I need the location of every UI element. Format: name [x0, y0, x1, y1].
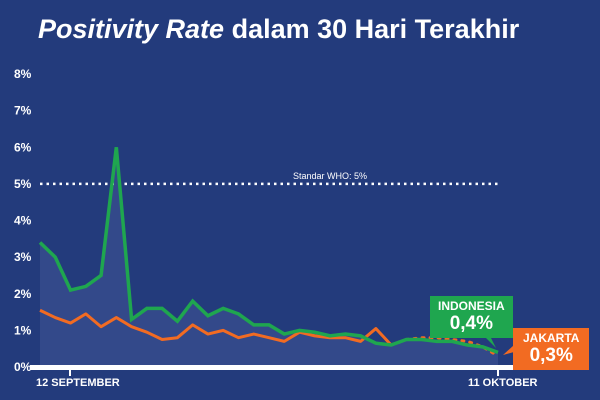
- x-tick-start: [69, 367, 71, 376]
- jakarta-line: [39, 308, 393, 347]
- who-reference-label: Standar WHO: 5%: [293, 171, 367, 181]
- y-tick-label: 3%: [14, 250, 32, 264]
- title-rest: dalam 30 Hari Terakhir: [231, 14, 520, 44]
- x-axis: [30, 365, 536, 370]
- y-tick-label: 6%: [14, 140, 32, 154]
- y-tick-label: 1%: [14, 323, 32, 337]
- y-tick-label: 4%: [14, 214, 32, 228]
- x-label-start: 12 SEPTEMBER: [36, 377, 120, 389]
- jakarta-value: 0,3%: [529, 345, 573, 366]
- y-tick-label: 7%: [14, 104, 32, 118]
- chart-title: Positivity Rate dalam 30 Hari Terakhir: [38, 14, 519, 45]
- indonesia-value: 0,4%: [449, 313, 493, 334]
- title-italic: Positivity Rate: [38, 14, 225, 44]
- y-tick-label: 5%: [14, 177, 32, 191]
- indonesia-line: [38, 147, 499, 354]
- indonesia-callout: INDONESIA 0,4%: [430, 296, 513, 338]
- x-tick-end: [497, 367, 499, 376]
- y-tick-label: 2%: [14, 287, 32, 301]
- jakarta-callout-tail: [503, 345, 514, 355]
- area-fill: [40, 147, 498, 367]
- jakarta-label: JAKARTA: [523, 331, 580, 345]
- jakarta-callout: JAKARTA 0,3%: [513, 328, 590, 370]
- y-tick-label: 0%: [14, 360, 32, 374]
- indonesia-label: INDONESIA: [438, 299, 505, 313]
- y-tick-label: 8%: [14, 67, 32, 81]
- x-label-end: 11 OKTOBER: [468, 377, 538, 389]
